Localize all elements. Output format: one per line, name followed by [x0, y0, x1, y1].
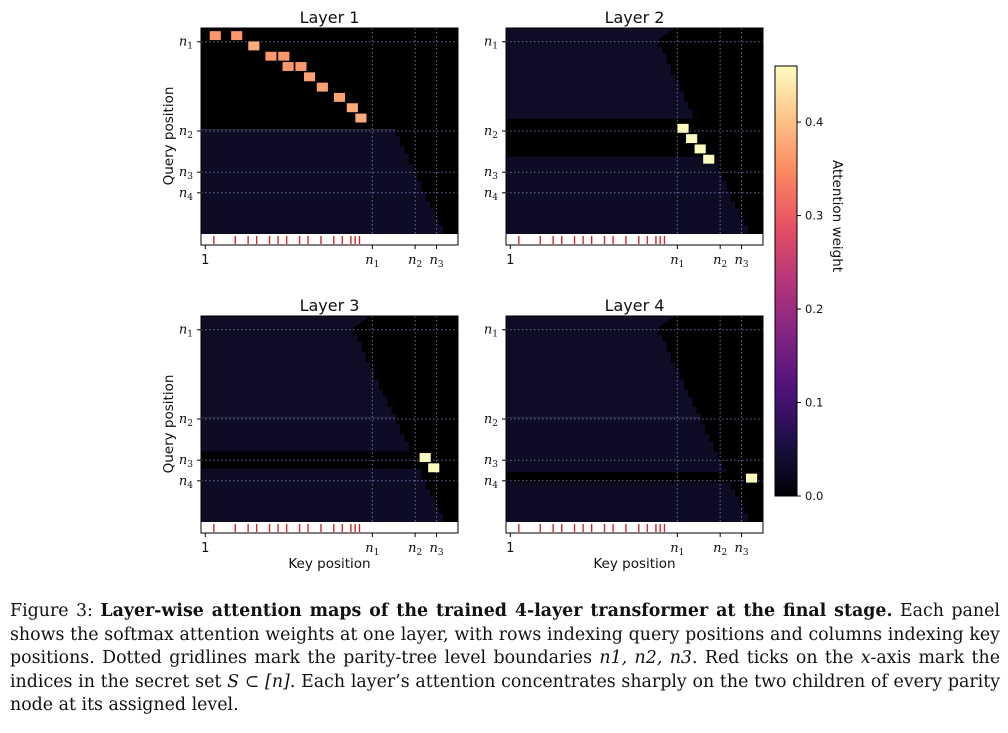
attention-cell: [428, 463, 440, 473]
y-tick-label: n4: [179, 186, 193, 203]
x-tick-label: 1: [506, 541, 514, 556]
attention-cell: [295, 62, 307, 71]
caption-math-levels: n1, n2, n3: [599, 648, 692, 668]
y-tick-label: n1: [179, 35, 193, 52]
y-tick-label: n1: [484, 323, 498, 340]
x-tick-label: n3: [430, 253, 444, 270]
attention-cell: [282, 62, 294, 71]
x-axis-label: Key position: [593, 556, 675, 572]
secret-strip: [506, 522, 763, 533]
attention-cell: [746, 473, 758, 483]
attention-cell: [231, 31, 243, 41]
dark-band: [506, 472, 763, 483]
attention-cell: [333, 92, 346, 102]
colorbar-tick-label: 0.0: [805, 489, 823, 503]
panel-frame: [200, 27, 459, 246]
x-tick-label: n2: [713, 253, 727, 270]
x-tick-label: n1: [670, 253, 684, 270]
figure-caption: Figure 3: Layer-wise attention maps of t…: [10, 600, 1000, 718]
colorbar-tick-label: 0.2: [805, 302, 823, 316]
secret-strip: [201, 234, 458, 245]
panel-frame: [505, 315, 764, 534]
attention-cell: [316, 82, 328, 92]
colorbar-gradient: [774, 65, 798, 497]
attention-cell: [209, 31, 221, 41]
y-tick-label: n2: [484, 124, 498, 141]
panel-frame: [200, 315, 459, 534]
x-tick-label: n1: [365, 253, 379, 270]
y-tick-label: n1: [484, 35, 498, 52]
y-tick-label: n4: [179, 474, 193, 491]
x-tick-label: n2: [408, 253, 422, 270]
x-tick-label: n3: [735, 253, 749, 270]
caption-text-2: . Red ticks on the: [691, 648, 854, 668]
x-tick-label: n1: [365, 541, 379, 558]
caption-text-3: -axis mark the indices in the secret set: [10, 648, 1000, 692]
caption-math-x: x: [860, 648, 871, 668]
panel-layer-4: Layer 4 n1 n2 n3 n4 1 n1 n2 n3 Key position: [484, 296, 764, 572]
secret-strip: [201, 522, 458, 533]
secret-strip: [506, 234, 763, 245]
attention-cell: [694, 144, 706, 154]
y-tick-label: n2: [179, 124, 193, 141]
attention-cell: [355, 113, 367, 123]
colorbar-tick-label: 0.1: [805, 396, 823, 410]
panel-title: Layer 2: [605, 8, 665, 27]
attention-cell: [248, 41, 260, 51]
colorbar: 0.0 0.1 0.2 0.3 0.4 Attention weight: [774, 65, 845, 503]
x-tick-label: 1: [506, 253, 514, 268]
colorbar-label: Attention weight: [829, 160, 845, 272]
attention-cell: [419, 453, 431, 462]
colorbar-tick-label: 0.4: [805, 115, 823, 129]
x-tick-label: n2: [713, 541, 727, 558]
panel-title: Layer 1: [300, 8, 360, 27]
panel-layer-2: Layer 2 n1 n2 n3 n4 1 n1 n2 n3: [484, 8, 764, 270]
x-tick-label: n1: [670, 541, 684, 558]
x-axis-label: Key position: [288, 556, 370, 572]
y-tick-label: n4: [484, 186, 498, 203]
x-tick-label: n2: [408, 541, 422, 558]
causal-mask: [353, 28, 458, 236]
y-tick-label: n3: [484, 165, 498, 182]
attention-cell: [278, 51, 290, 61]
caption-title: Layer-wise attention maps of the trained…: [100, 601, 893, 621]
caption-text-4: . Each layer’s attention concentrates sh…: [10, 671, 1001, 716]
attention-cell: [303, 72, 316, 82]
y-tick-label: n1: [179, 323, 193, 340]
x-tick-label: 1: [201, 541, 209, 556]
x-tick-label: 1: [201, 253, 209, 268]
dark-band: [506, 118, 763, 157]
y-tick-label: n2: [179, 412, 193, 429]
y-tick-label: n3: [484, 453, 498, 470]
y-axis-label: Query position: [161, 375, 177, 474]
attention-cell: [703, 154, 715, 164]
y-tick-label: n2: [484, 412, 498, 429]
panel-frame: [505, 27, 764, 246]
causal-mask: [658, 316, 763, 524]
attention-cell: [677, 123, 689, 133]
y-tick-label: n3: [179, 165, 193, 182]
x-tick-label: n3: [430, 541, 444, 558]
panel-title: Layer 4: [605, 296, 665, 315]
colorbar-tick-label: 0.3: [805, 209, 823, 223]
panel-title: Layer 3: [300, 296, 360, 315]
attention-cell: [265, 51, 277, 61]
attention-cell: [686, 134, 698, 144]
caption-label: Figure 3:: [10, 601, 93, 621]
y-axis-label: Query position: [161, 87, 177, 186]
caption-math-set: S ⊂ [n]: [227, 671, 290, 692]
x-tick-label: n3: [735, 541, 749, 558]
caption-text-1: Each panel shows the softmax attention w…: [10, 601, 1000, 668]
y-tick-label: n3: [179, 453, 193, 470]
attention-cell: [346, 103, 358, 113]
y-tick-label: n4: [484, 474, 498, 491]
